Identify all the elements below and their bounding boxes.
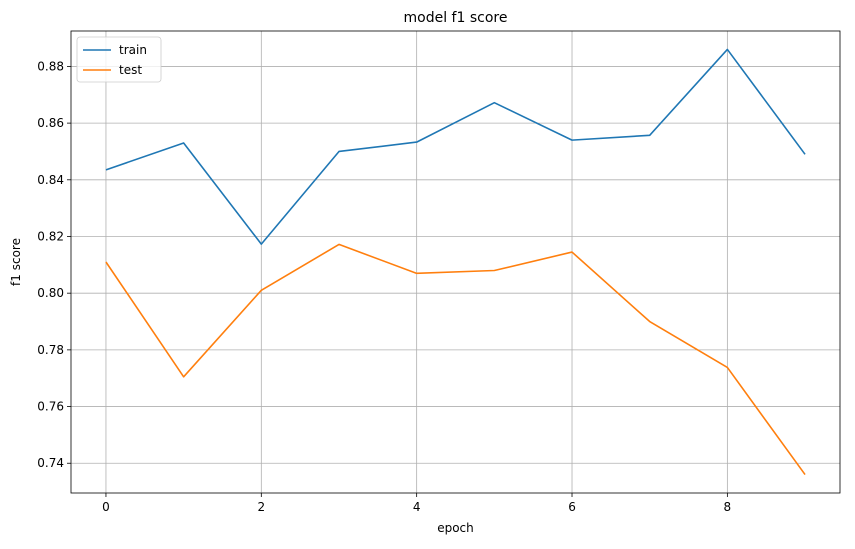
x-tick-label: 6 bbox=[568, 500, 576, 514]
plot-frame bbox=[70, 30, 841, 494]
y-tick-label: 0.78 bbox=[37, 343, 64, 357]
legend: train test bbox=[76, 36, 162, 83]
legend-label-train: train bbox=[119, 43, 147, 57]
grid bbox=[71, 31, 840, 493]
y-tick-label: 0.84 bbox=[37, 173, 64, 187]
series-line-test bbox=[105, 243, 806, 476]
y-tick-label: 0.76 bbox=[37, 400, 64, 414]
series-lines bbox=[105, 48, 806, 476]
legend-label-test: test bbox=[119, 63, 142, 77]
axis-ticks: 0 2 4 6 8 0.74 0.76 0.78 0.80 0.82 0.84 0.86 0.88 bbox=[37, 59, 731, 514]
x-tick-label: 4 bbox=[413, 500, 421, 514]
chart-title: model f1 score bbox=[404, 10, 508, 26]
x-tick-label: 2 bbox=[257, 500, 265, 514]
y-tick-label: 0.82 bbox=[37, 229, 64, 243]
y-tick-label: 0.74 bbox=[37, 456, 64, 470]
y-tick-label: 0.86 bbox=[37, 116, 64, 130]
x-axis-label: epoch bbox=[437, 521, 474, 535]
x-tick-label: 8 bbox=[724, 500, 732, 514]
y-tick-label: 0.80 bbox=[37, 286, 64, 300]
series-line-train bbox=[105, 48, 806, 245]
y-axis-label: f1 score bbox=[9, 238, 23, 286]
x-tick-label: 0 bbox=[102, 500, 110, 514]
y-tick-label: 0.88 bbox=[37, 59, 64, 73]
